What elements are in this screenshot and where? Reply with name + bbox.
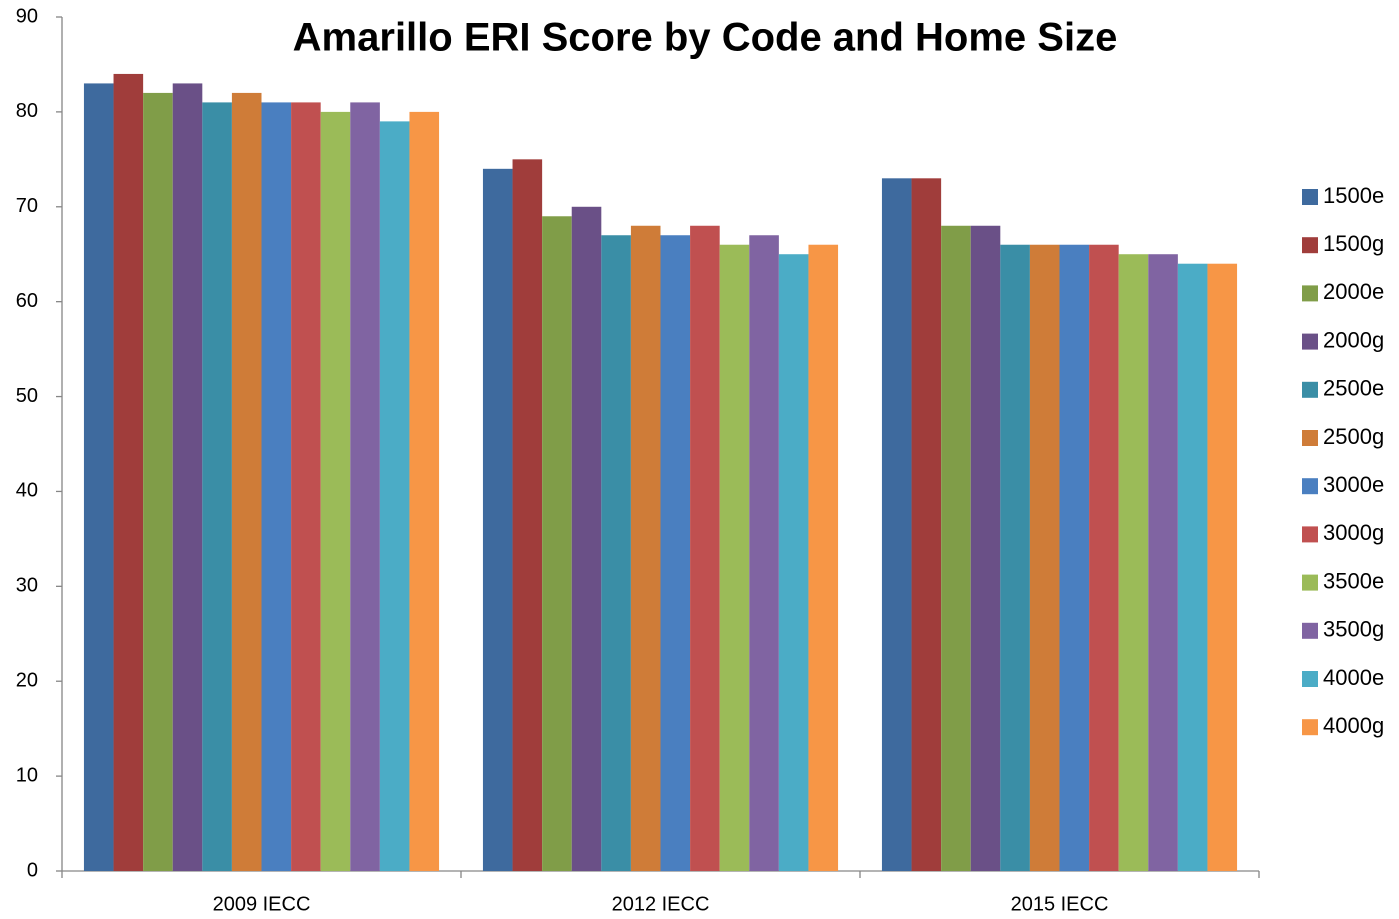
bar (482, 168, 513, 872)
bar (350, 102, 380, 871)
legend-label: 1500e (1323, 183, 1384, 208)
y-tick-label: 0 (27, 859, 38, 881)
legend-swatch (1302, 381, 1318, 398)
legend-label: 2500e (1323, 376, 1384, 401)
bar (941, 225, 971, 871)
legend-swatch (1302, 622, 1318, 639)
bar (808, 244, 839, 871)
y-tick-label: 80 (16, 100, 38, 122)
bar (379, 121, 410, 871)
bar (1177, 263, 1208, 871)
bar (719, 244, 750, 871)
y-tick-label: 60 (16, 290, 38, 312)
y-tick-label: 30 (16, 575, 38, 597)
bar (143, 92, 173, 871)
bar (1059, 244, 1090, 871)
bar (1089, 244, 1119, 871)
legend-label: 2000e (1323, 279, 1384, 304)
bar (291, 102, 321, 871)
legend-label: 4000g (1323, 713, 1384, 738)
bar (881, 178, 912, 872)
bar (409, 111, 440, 871)
bar (261, 102, 292, 871)
bar (630, 225, 661, 871)
legend-label: 3500g (1323, 617, 1384, 642)
bar (660, 235, 691, 871)
legend-swatch (1302, 574, 1318, 591)
bar (1148, 254, 1178, 871)
x-tick-label: 2015 IECC (1011, 893, 1109, 915)
bar (778, 254, 809, 871)
bar (690, 225, 720, 871)
y-tick-label: 10 (16, 764, 38, 786)
legend-label: 1500g (1323, 231, 1384, 256)
bar (320, 111, 351, 871)
legend-swatch (1302, 189, 1318, 205)
bar (202, 102, 232, 871)
bar (970, 225, 1001, 871)
bar (1118, 254, 1149, 871)
y-tick-label: 40 (16, 480, 38, 502)
bar (172, 83, 203, 871)
legend-label: 3500e (1323, 568, 1384, 593)
bar (1029, 244, 1060, 871)
legend-swatch (1302, 478, 1318, 495)
x-tick-label: 2012 IECC (612, 893, 710, 915)
legend-label: 2500g (1323, 424, 1384, 449)
x-tick-label: 2009 IECC (213, 893, 311, 915)
legend-swatch (1302, 526, 1318, 543)
bar (911, 178, 942, 872)
legend-swatch (1302, 285, 1318, 302)
y-tick-label: 70 (16, 195, 38, 217)
legend-swatch (1302, 333, 1318, 350)
bar (601, 235, 631, 871)
legend-label: 3000g (1323, 520, 1384, 545)
legend-label: 2000g (1323, 327, 1384, 352)
bar (113, 73, 144, 871)
bar (749, 235, 779, 871)
bar (542, 216, 572, 871)
chart-title: Amarillo ERI Score by Code and Home Size (293, 16, 1118, 60)
bar (83, 83, 114, 871)
y-tick-label: 90 (16, 5, 38, 27)
legend-swatch (1302, 671, 1318, 687)
legend-label: 3000e (1323, 472, 1384, 497)
bar (571, 206, 602, 871)
bar (512, 159, 543, 872)
legend-swatch (1302, 430, 1318, 446)
legend-swatch (1302, 719, 1318, 736)
legend-swatch (1302, 237, 1318, 254)
y-tick-label: 20 (16, 670, 38, 692)
legend-label: 4000e (1323, 665, 1384, 690)
y-tick-label: 50 (16, 385, 38, 407)
bar (1000, 244, 1030, 871)
bar (231, 92, 262, 871)
bar (1207, 263, 1238, 871)
